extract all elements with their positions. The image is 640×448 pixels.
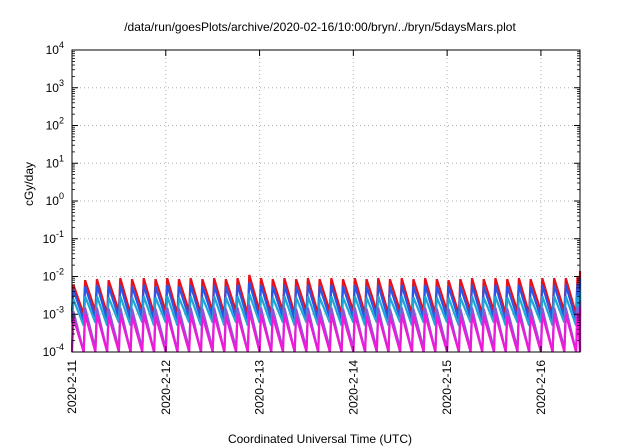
y-tick-label: 10-3 [43,304,64,321]
x-tick-label: 2020-2-11 [65,360,79,414]
y-tick-label: 102 [46,116,64,133]
y-tick-label: 10-4 [43,342,64,359]
chart-title: /data/run/goesPlots/archive/2020-02-16/1… [124,20,516,34]
x-axis-label: Coordinated Universal Time (UTC) [227,432,413,446]
x-tick-label: 2020-2-14 [346,360,360,415]
y-tick-label: 10-1 [43,229,64,246]
x-tick-label: 2020-2-15 [440,360,454,415]
x-tick-label: 2020-2-12 [159,360,173,415]
y-tick-label: 104 [46,40,64,57]
y-tick-label: 101 [46,153,64,170]
y-tick-label: 103 [46,78,64,95]
series-layer [70,271,582,353]
y-tick-label: 10-2 [43,267,64,284]
x-tick-label: 2020-2-13 [253,360,267,415]
y-tick-label: 100 [46,191,64,208]
x-tick-label: 2020-2-16 [534,360,548,415]
axis-layer: 10-4 10-3 10-2 10-1 100 101 102 103 104 2020-2-11… [43,40,580,415]
